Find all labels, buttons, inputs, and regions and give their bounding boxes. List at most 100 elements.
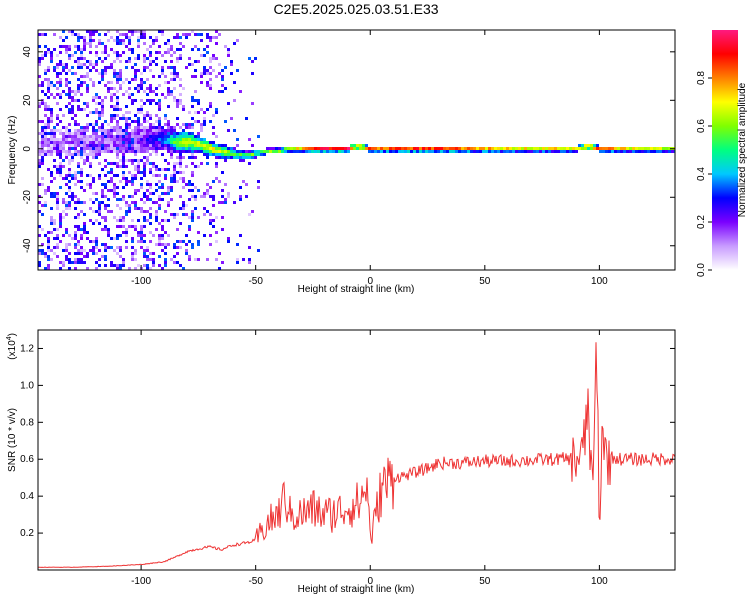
- heatmap-cell: [95, 252, 98, 255]
- heatmap-cell: [131, 93, 134, 96]
- heatmap-cell: [215, 144, 218, 147]
- heatmap-cell: [68, 135, 71, 138]
- heatmap-cell: [149, 87, 152, 90]
- heatmap-cell: [128, 96, 131, 99]
- heatmap-cell: [53, 84, 56, 87]
- heatmap-cell: [182, 267, 185, 270]
- heatmap-cell: [374, 150, 377, 153]
- spectrogram-marks: [38, 30, 675, 270]
- heatmap-cell: [392, 147, 395, 150]
- heatmap-cell: [83, 102, 86, 105]
- heatmap-cell: [155, 120, 158, 123]
- heatmap-cell: [38, 225, 41, 228]
- heatmap-cell: [119, 207, 122, 210]
- heatmap-cell: [152, 129, 155, 132]
- heatmap-cell: [113, 141, 116, 144]
- heatmap-cell: [113, 189, 116, 192]
- heatmap-cell: [140, 132, 143, 135]
- heatmap-cell: [176, 180, 179, 183]
- heatmap-cell: [203, 66, 206, 69]
- heatmap-cell: [86, 126, 89, 129]
- heatmap-cell: [86, 114, 89, 117]
- heatmap-cell: [53, 135, 56, 138]
- heatmap-cell: [203, 147, 206, 150]
- heatmap-cell: [74, 135, 77, 138]
- heatmap-cell: [104, 48, 107, 51]
- heatmap-cell: [104, 45, 107, 48]
- heatmap-cell: [50, 84, 53, 87]
- heatmap-cell: [140, 123, 143, 126]
- heatmap-cell: [161, 153, 164, 156]
- heatmap-cell: [212, 36, 215, 39]
- heatmap-cell: [116, 156, 119, 159]
- heatmap-cell: [575, 150, 578, 153]
- heatmap-cell: [50, 117, 53, 120]
- heatmap-cell: [161, 249, 164, 252]
- heatmap-cell: [119, 42, 122, 45]
- heatmap-cell: [38, 60, 41, 63]
- heatmap-cell: [68, 195, 71, 198]
- heatmap-cell: [134, 252, 137, 255]
- heatmap-cell: [149, 258, 152, 261]
- heatmap-cell: [80, 201, 83, 204]
- heatmap-cell: [161, 219, 164, 222]
- heatmap-cell: [116, 72, 119, 75]
- heatmap-cell: [116, 264, 119, 267]
- heatmap-cell: [167, 150, 170, 153]
- heatmap-cell: [89, 183, 92, 186]
- heatmap-cell: [56, 123, 59, 126]
- heatmap-cell: [65, 132, 68, 135]
- heatmap-cell: [137, 234, 140, 237]
- heatmap-cell: [56, 81, 59, 84]
- heatmap-cell: [77, 258, 80, 261]
- heatmap-cell: [179, 150, 182, 153]
- heatmap-cell: [152, 90, 155, 93]
- heatmap-cell: [485, 150, 488, 153]
- heatmap-cell: [275, 150, 278, 153]
- heatmap-cell: [107, 189, 110, 192]
- heatmap-cell: [65, 135, 68, 138]
- heatmap-cell: [173, 162, 176, 165]
- heatmap-cell: [614, 147, 617, 150]
- heatmap-cell: [38, 195, 41, 198]
- heatmap-cell: [101, 183, 104, 186]
- heatmap-cell: [236, 138, 239, 141]
- heatmap-cell: [161, 198, 164, 201]
- heatmap-cell: [275, 147, 278, 150]
- heatmap-cell: [98, 126, 101, 129]
- heatmap-cell: [248, 213, 251, 216]
- heatmap-cell: [194, 144, 197, 147]
- heatmap-cell: [113, 162, 116, 165]
- heatmap-cell: [152, 132, 155, 135]
- heatmap-cell: [80, 180, 83, 183]
- heatmap-cell: [149, 222, 152, 225]
- heatmap-cell: [458, 150, 461, 153]
- heatmap-cell: [158, 195, 161, 198]
- heatmap-cell: [53, 96, 56, 99]
- heatmap-cell: [56, 195, 59, 198]
- heatmap-cell: [179, 78, 182, 81]
- heatmap-cell: [65, 48, 68, 51]
- heatmap-cell: [335, 150, 338, 153]
- heatmap-cell: [173, 147, 176, 150]
- heatmap-cell: [158, 105, 161, 108]
- heatmap-cell: [122, 171, 125, 174]
- heatmap-cell: [308, 150, 311, 153]
- heatmap-cell: [125, 234, 128, 237]
- heatmap-cell: [116, 129, 119, 132]
- heatmap-cell: [116, 30, 119, 33]
- heatmap-cell: [116, 165, 119, 168]
- heatmap-cell: [134, 153, 137, 156]
- heatmap-cell: [191, 144, 194, 147]
- heatmap-cell: [56, 63, 59, 66]
- heatmap-cell: [140, 72, 143, 75]
- heatmap-cell: [152, 39, 155, 42]
- heatmap-cell: [287, 147, 290, 150]
- heatmap-cell: [143, 171, 146, 174]
- heatmap-cell: [596, 147, 599, 150]
- heatmap-cell: [65, 126, 68, 129]
- heatmap-cell: [128, 138, 131, 141]
- heatmap-cell: [482, 150, 485, 153]
- heatmap-cell: [119, 147, 122, 150]
- heatmap-cell: [116, 246, 119, 249]
